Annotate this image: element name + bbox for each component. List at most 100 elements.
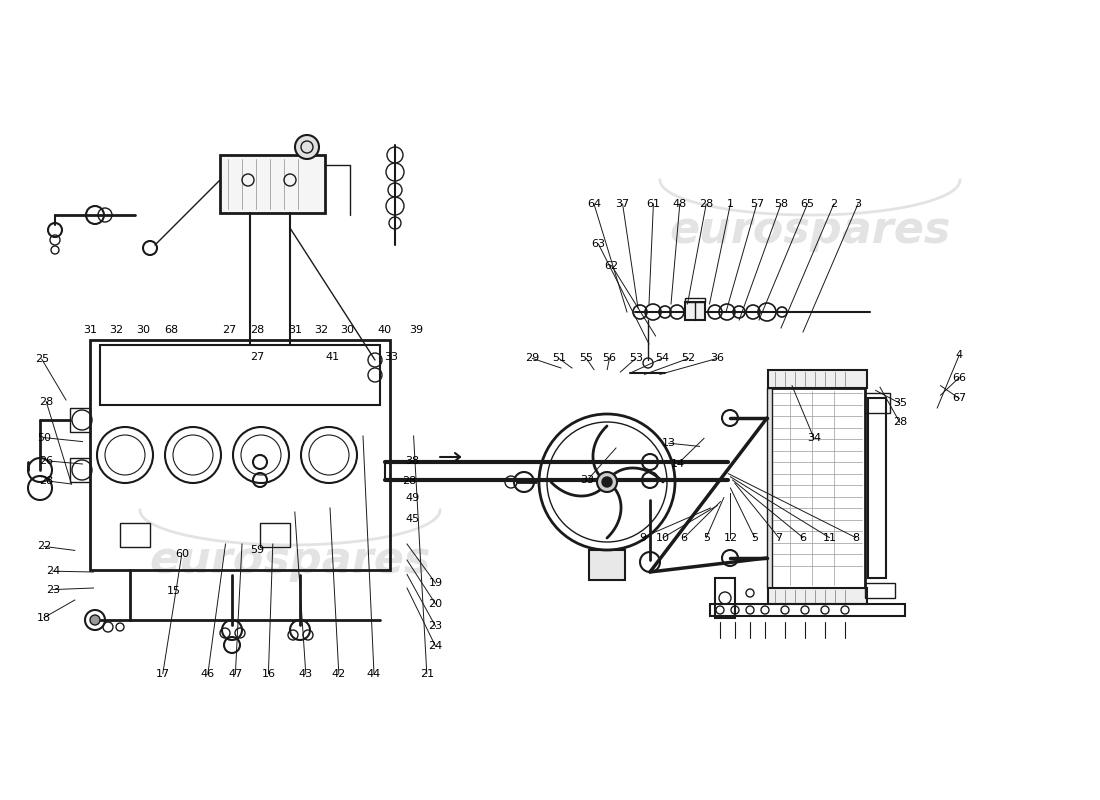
Circle shape [602,477,612,487]
Text: 39: 39 [409,325,422,334]
Text: 6: 6 [681,533,688,542]
Text: 26: 26 [40,456,53,466]
Text: 30: 30 [341,325,354,334]
Text: 3: 3 [855,199,861,209]
Text: 1: 1 [727,199,734,209]
Text: 35: 35 [893,398,906,408]
Text: 34: 34 [807,434,821,443]
Text: 28: 28 [403,476,416,486]
Text: 52: 52 [682,354,695,363]
Text: 28: 28 [40,476,53,486]
Bar [685,302,705,320]
Text: 23: 23 [46,585,59,594]
Text: 53: 53 [629,354,642,363]
Bar [770,388,865,588]
Text: eurospares: eurospares [150,538,431,582]
Text: 28: 28 [893,418,906,427]
Bar [588,550,625,580]
Text: 14: 14 [671,459,684,469]
Bar [767,388,772,588]
Text: 55: 55 [580,354,593,363]
Text: 60: 60 [176,549,189,558]
Bar [865,583,895,598]
Text: 5: 5 [703,533,710,542]
Text: 41: 41 [326,352,339,362]
Bar [868,398,886,578]
Text: 32: 32 [110,325,123,334]
Text: 27: 27 [251,352,264,362]
Text: 12: 12 [724,533,737,542]
Text: 43: 43 [299,669,312,678]
Bar [70,408,90,432]
Text: 21: 21 [420,669,433,678]
Text: 36: 36 [711,354,724,363]
Text: 58: 58 [774,199,788,209]
Bar [768,588,867,604]
Text: 6: 6 [800,533,806,542]
Text: 37: 37 [616,199,629,209]
Text: 65: 65 [801,199,814,209]
Text: 28: 28 [700,199,713,209]
Text: 27: 27 [222,325,235,334]
Text: 20: 20 [429,599,442,609]
Circle shape [295,135,319,159]
Text: 38: 38 [406,456,419,466]
Bar [120,523,150,547]
Text: 4: 4 [956,350,962,360]
Text: 2: 2 [830,199,837,209]
Text: 46: 46 [201,669,214,678]
Text: 9: 9 [639,533,646,542]
Text: 32: 32 [315,325,328,334]
Bar [260,523,290,547]
Text: 5: 5 [751,533,758,542]
Text: 51: 51 [552,354,565,363]
Text: 54: 54 [656,354,669,363]
Text: 62: 62 [605,261,618,270]
Text: 56: 56 [603,354,616,363]
Text: 25: 25 [35,354,48,364]
Text: 30: 30 [136,325,150,334]
Text: 49: 49 [406,494,419,503]
Bar [865,393,890,413]
Text: 47: 47 [229,669,242,678]
Text: eurospares: eurospares [669,209,950,251]
Text: 31: 31 [288,325,301,334]
Text: 18: 18 [37,613,51,622]
Text: 67: 67 [953,394,966,403]
Circle shape [597,472,617,492]
Bar [710,604,905,616]
Text: 64: 64 [587,199,601,209]
Text: 7: 7 [776,533,782,542]
Text: 33: 33 [581,475,594,485]
Text: 48: 48 [673,199,686,209]
Text: 24: 24 [429,642,442,651]
Text: 17: 17 [156,669,169,678]
Text: 28: 28 [40,397,53,406]
Text: 33: 33 [385,352,398,362]
Bar [685,298,705,302]
Text: 15: 15 [167,586,180,596]
Text: 45: 45 [406,514,419,524]
Bar [220,155,324,213]
Bar [70,458,90,482]
Text: 22: 22 [37,542,51,551]
Text: 59: 59 [251,546,264,555]
Text: 50: 50 [37,433,51,442]
Text: 63: 63 [592,239,605,249]
Text: 61: 61 [647,199,660,209]
Text: 23: 23 [429,622,442,631]
Text: 24: 24 [46,566,59,576]
Text: 40: 40 [378,325,392,334]
Bar [100,345,380,405]
Text: 8: 8 [852,533,859,542]
Text: 29: 29 [526,354,539,363]
Text: 28: 28 [251,325,264,334]
Text: 11: 11 [823,533,836,542]
Text: 68: 68 [165,325,178,334]
Text: 31: 31 [84,325,97,334]
Text: 13: 13 [662,438,675,448]
Bar [768,370,867,388]
Bar [715,578,735,618]
Bar [90,340,390,570]
Text: 44: 44 [367,669,381,678]
